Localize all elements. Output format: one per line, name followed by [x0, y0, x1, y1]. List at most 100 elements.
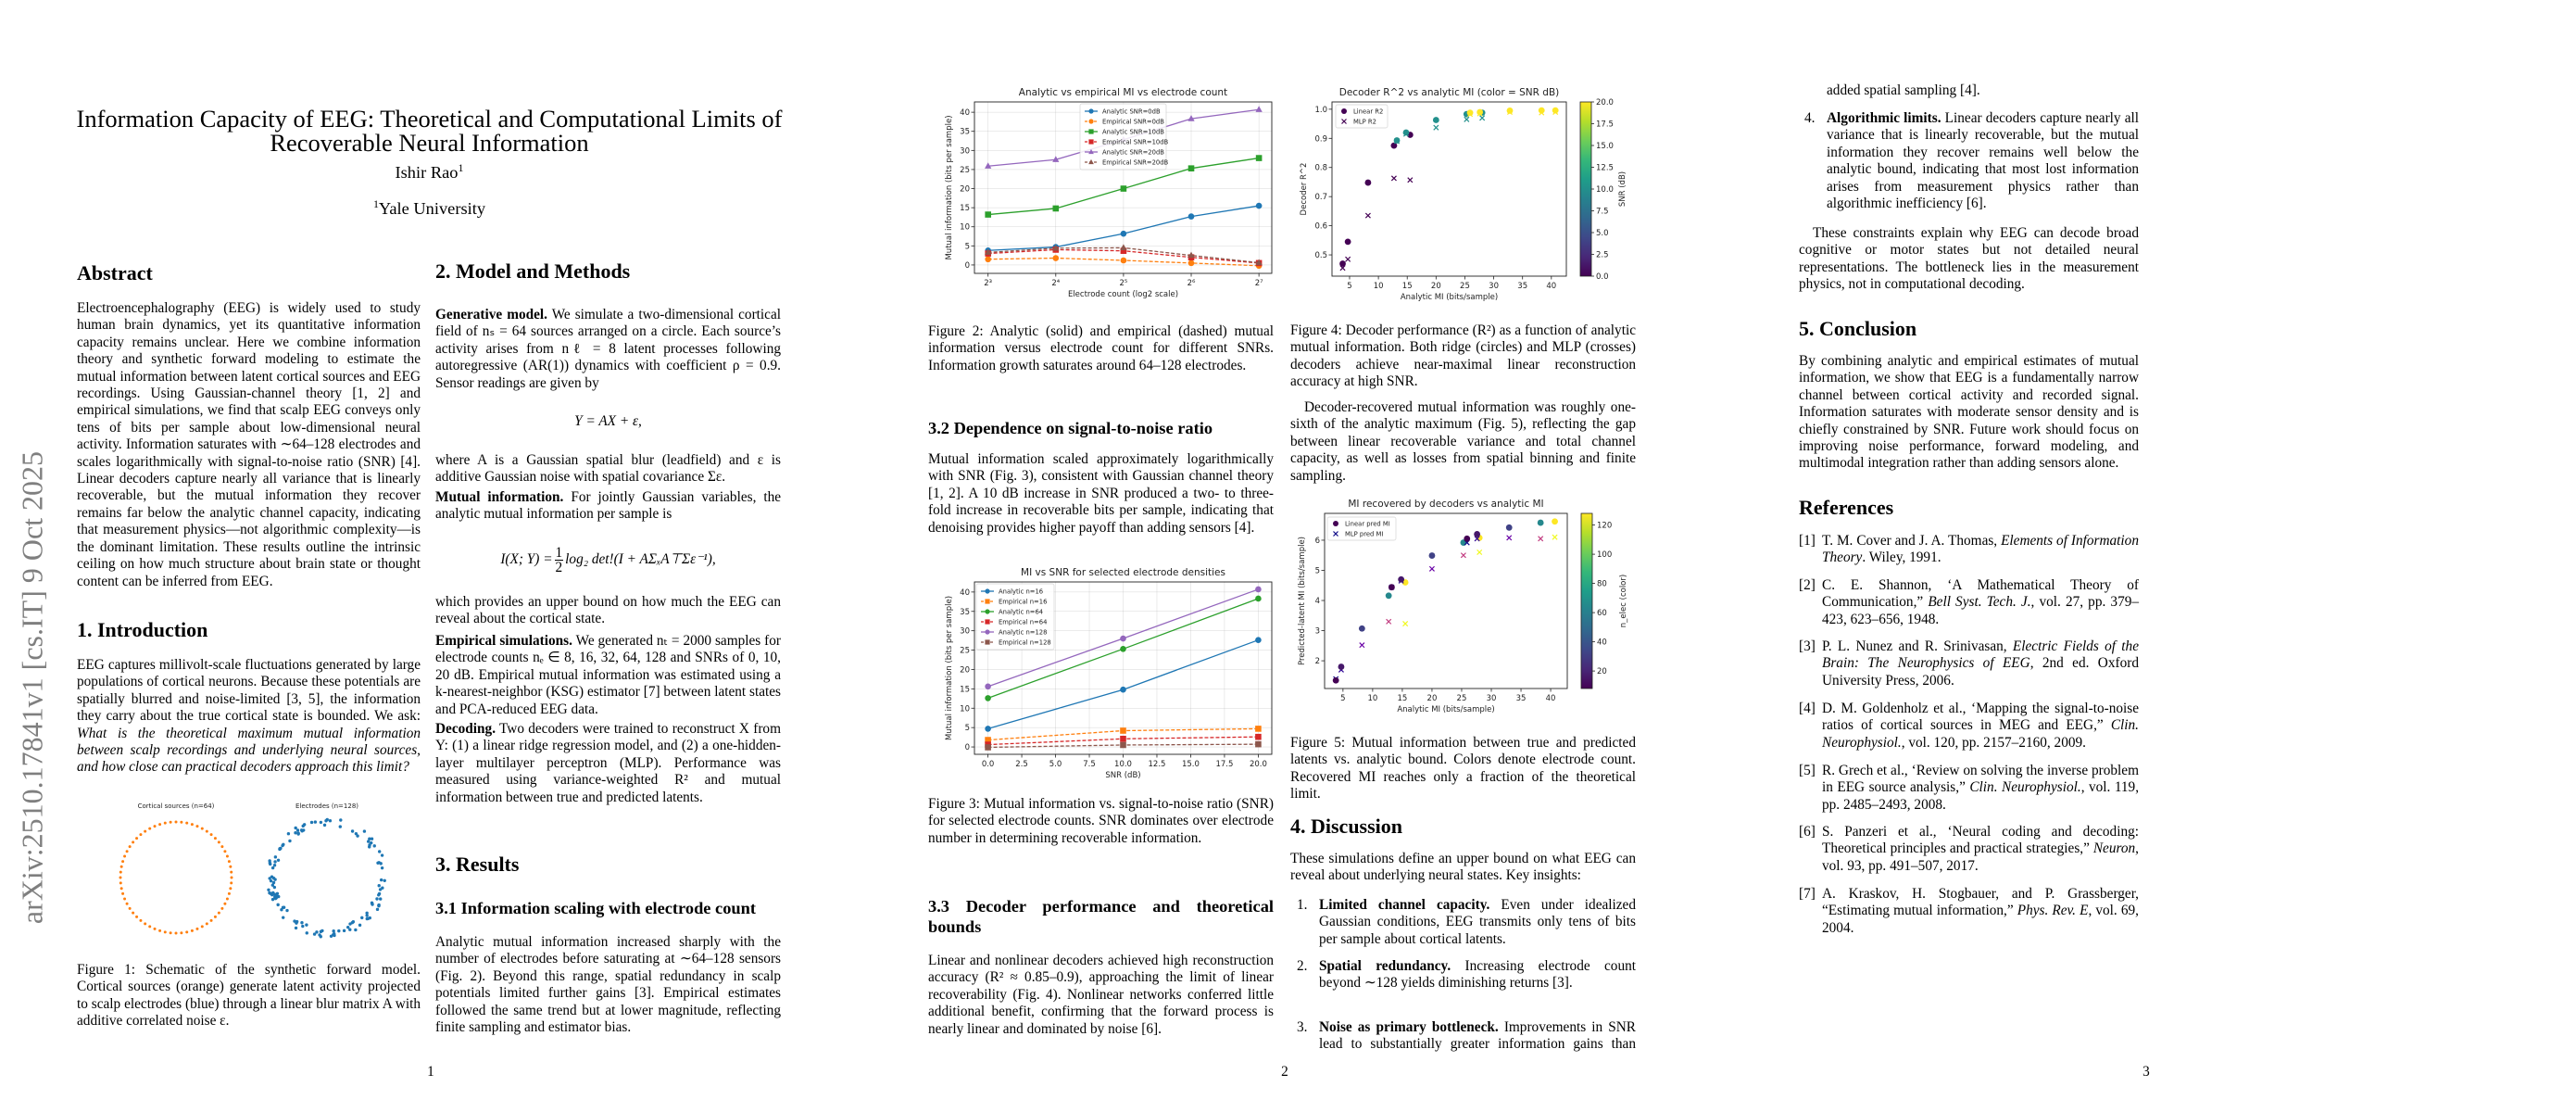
- y-tick-label: 40: [960, 108, 970, 118]
- y-tick-label: 3: [1315, 627, 1320, 637]
- data-point: [1120, 727, 1126, 734]
- source-dot: [135, 837, 139, 840]
- reference-text: A. Kraskov, H. Stogbauer, and P. Grassbe…: [1822, 886, 2139, 919]
- empirical-simulations-paragraph: Empirical simulations. We generated nₜ =…: [435, 633, 781, 718]
- x-tick-label: 30: [1487, 694, 1497, 703]
- chart-title: MI recovered by decoders vs analytic MI: [1348, 499, 1543, 510]
- mlp-point: [1428, 565, 1435, 572]
- source-dot: [119, 870, 122, 874]
- y-tick-label: 15: [960, 204, 970, 213]
- colorbar-tick-label: 100: [1597, 550, 1612, 560]
- mlp-point-stroke: [1433, 124, 1439, 131]
- data-point: [1187, 259, 1195, 267]
- legend-marker: [1088, 129, 1094, 134]
- data-point: [985, 211, 991, 218]
- data-point: [1187, 165, 1195, 171]
- eq2-numerator: 1: [554, 545, 564, 561]
- y-tick-label: 30: [960, 146, 970, 156]
- source-dot: [223, 850, 227, 853]
- electrode-dot: [302, 828, 306, 832]
- colorbar-label: SNR (dB): [1618, 171, 1627, 207]
- electrode-dot: [319, 820, 323, 825]
- y-tick-label: 1.0: [1314, 106, 1327, 115]
- electrode-dot: [322, 823, 327, 828]
- electrode-dot: [288, 839, 292, 843]
- electrode-dot: [378, 888, 383, 891]
- source-dot: [169, 820, 172, 824]
- electrode-dot: [369, 840, 373, 845]
- constraints-paragraph: These constraints explain why EEG can de…: [1799, 225, 2139, 293]
- reference-venue: Electric Fields of the Brain: The Neurop…: [1822, 638, 2139, 672]
- legend-marker: [985, 588, 990, 594]
- methods-heading: 2. Model and Methods: [435, 259, 631, 283]
- electrode-dot: [282, 916, 285, 919]
- author-sup: 1: [458, 160, 464, 174]
- plot-frame: [1324, 512, 1568, 689]
- series-analytic-n-64: [985, 595, 1262, 701]
- source-dot: [119, 876, 122, 879]
- linear-point: [1466, 109, 1474, 117]
- source-dot: [163, 930, 167, 934]
- data-point: [1052, 244, 1060, 251]
- abstract-heading: Abstract: [77, 261, 153, 284]
- data-point: [985, 737, 991, 743]
- x-tick-label: 25: [1457, 694, 1467, 703]
- source-dot: [121, 891, 125, 895]
- y-tick-label: 25: [960, 166, 970, 175]
- linear-point: [1338, 663, 1345, 670]
- y-tick-label: 5: [1315, 566, 1320, 575]
- electrode-dot: [294, 826, 297, 830]
- data-point: [1255, 106, 1263, 112]
- electrode-dot: [285, 908, 289, 913]
- mlp-point: [1476, 549, 1483, 555]
- x-tick-label: 25: [1460, 282, 1470, 291]
- subsection-3-3-text: Linear and nonlinear decoders achieved h…: [928, 953, 1274, 1037]
- source-dot: [139, 918, 143, 922]
- source-dot: [125, 902, 129, 905]
- electrode-dot: [346, 925, 350, 929]
- y-tick-label: 35: [960, 128, 970, 137]
- electrode-dot: [383, 878, 386, 883]
- electrode-dot: [268, 877, 271, 880]
- mlp-point: [1345, 256, 1351, 262]
- data-point: [1052, 205, 1060, 212]
- figure-2-caption: Figure 2: Analytic (solid) and empirical…: [928, 323, 1274, 373]
- legend-marker: [1088, 139, 1094, 145]
- source-dot: [121, 860, 125, 864]
- data-points: [1332, 518, 1558, 684]
- affiliation-name: Yale University: [378, 199, 486, 218]
- electrode-dot: [286, 832, 291, 836]
- data-point: [985, 256, 991, 263]
- source-dot: [230, 870, 233, 874]
- linear-point: [1552, 518, 1558, 525]
- mi-text: For jointly Gaussian variables, the anal…: [435, 489, 782, 523]
- source-dot: [185, 821, 189, 825]
- electrode-dot: [350, 829, 355, 833]
- x-tick-label: 2⁵: [1119, 279, 1127, 288]
- intro-question: What is the theoretical maximum mutual i…: [77, 725, 421, 776]
- generative-text: We simulate a two-dimensional cortical f…: [435, 307, 781, 391]
- electrode-dot: [281, 905, 285, 910]
- insight-2-lead: Spatial redundancy.: [1319, 958, 1451, 974]
- y-tick-label: 6: [1315, 537, 1320, 546]
- figure-5-chart: 5 10 15 20 25 30 35 40 2 3 4 5 6 MI recovered by deco…: [1298, 499, 1628, 714]
- source-dot: [174, 931, 178, 935]
- cortical-sources-title: Cortical sources (n=64): [138, 802, 215, 810]
- reference-text: S. Panzeri et al., ‘Neural coding and de…: [1822, 824, 2139, 857]
- eq2-denominator: 2: [555, 560, 563, 575]
- electrode-dot: [278, 847, 282, 851]
- data-point: [1120, 646, 1126, 652]
- insight-1-number: 1.: [1297, 897, 1308, 913]
- electrode-dot: [271, 891, 275, 895]
- x-tick-label: 12.5: [1149, 760, 1166, 769]
- mlp-point-stroke: [1538, 536, 1544, 542]
- x-axis-label: Analytic MI (bits/sample): [1401, 293, 1498, 302]
- data-point: [985, 683, 991, 690]
- source-dot: [195, 927, 199, 930]
- insight-2: 2. Spatial redundancy. Increasing electro…: [1297, 958, 1636, 992]
- electrode-dot: [360, 916, 364, 920]
- colorbar: [1579, 101, 1592, 277]
- x-tick-label: 40: [1546, 282, 1556, 291]
- electrode-dot: [270, 866, 275, 870]
- linear-point: [1364, 179, 1372, 186]
